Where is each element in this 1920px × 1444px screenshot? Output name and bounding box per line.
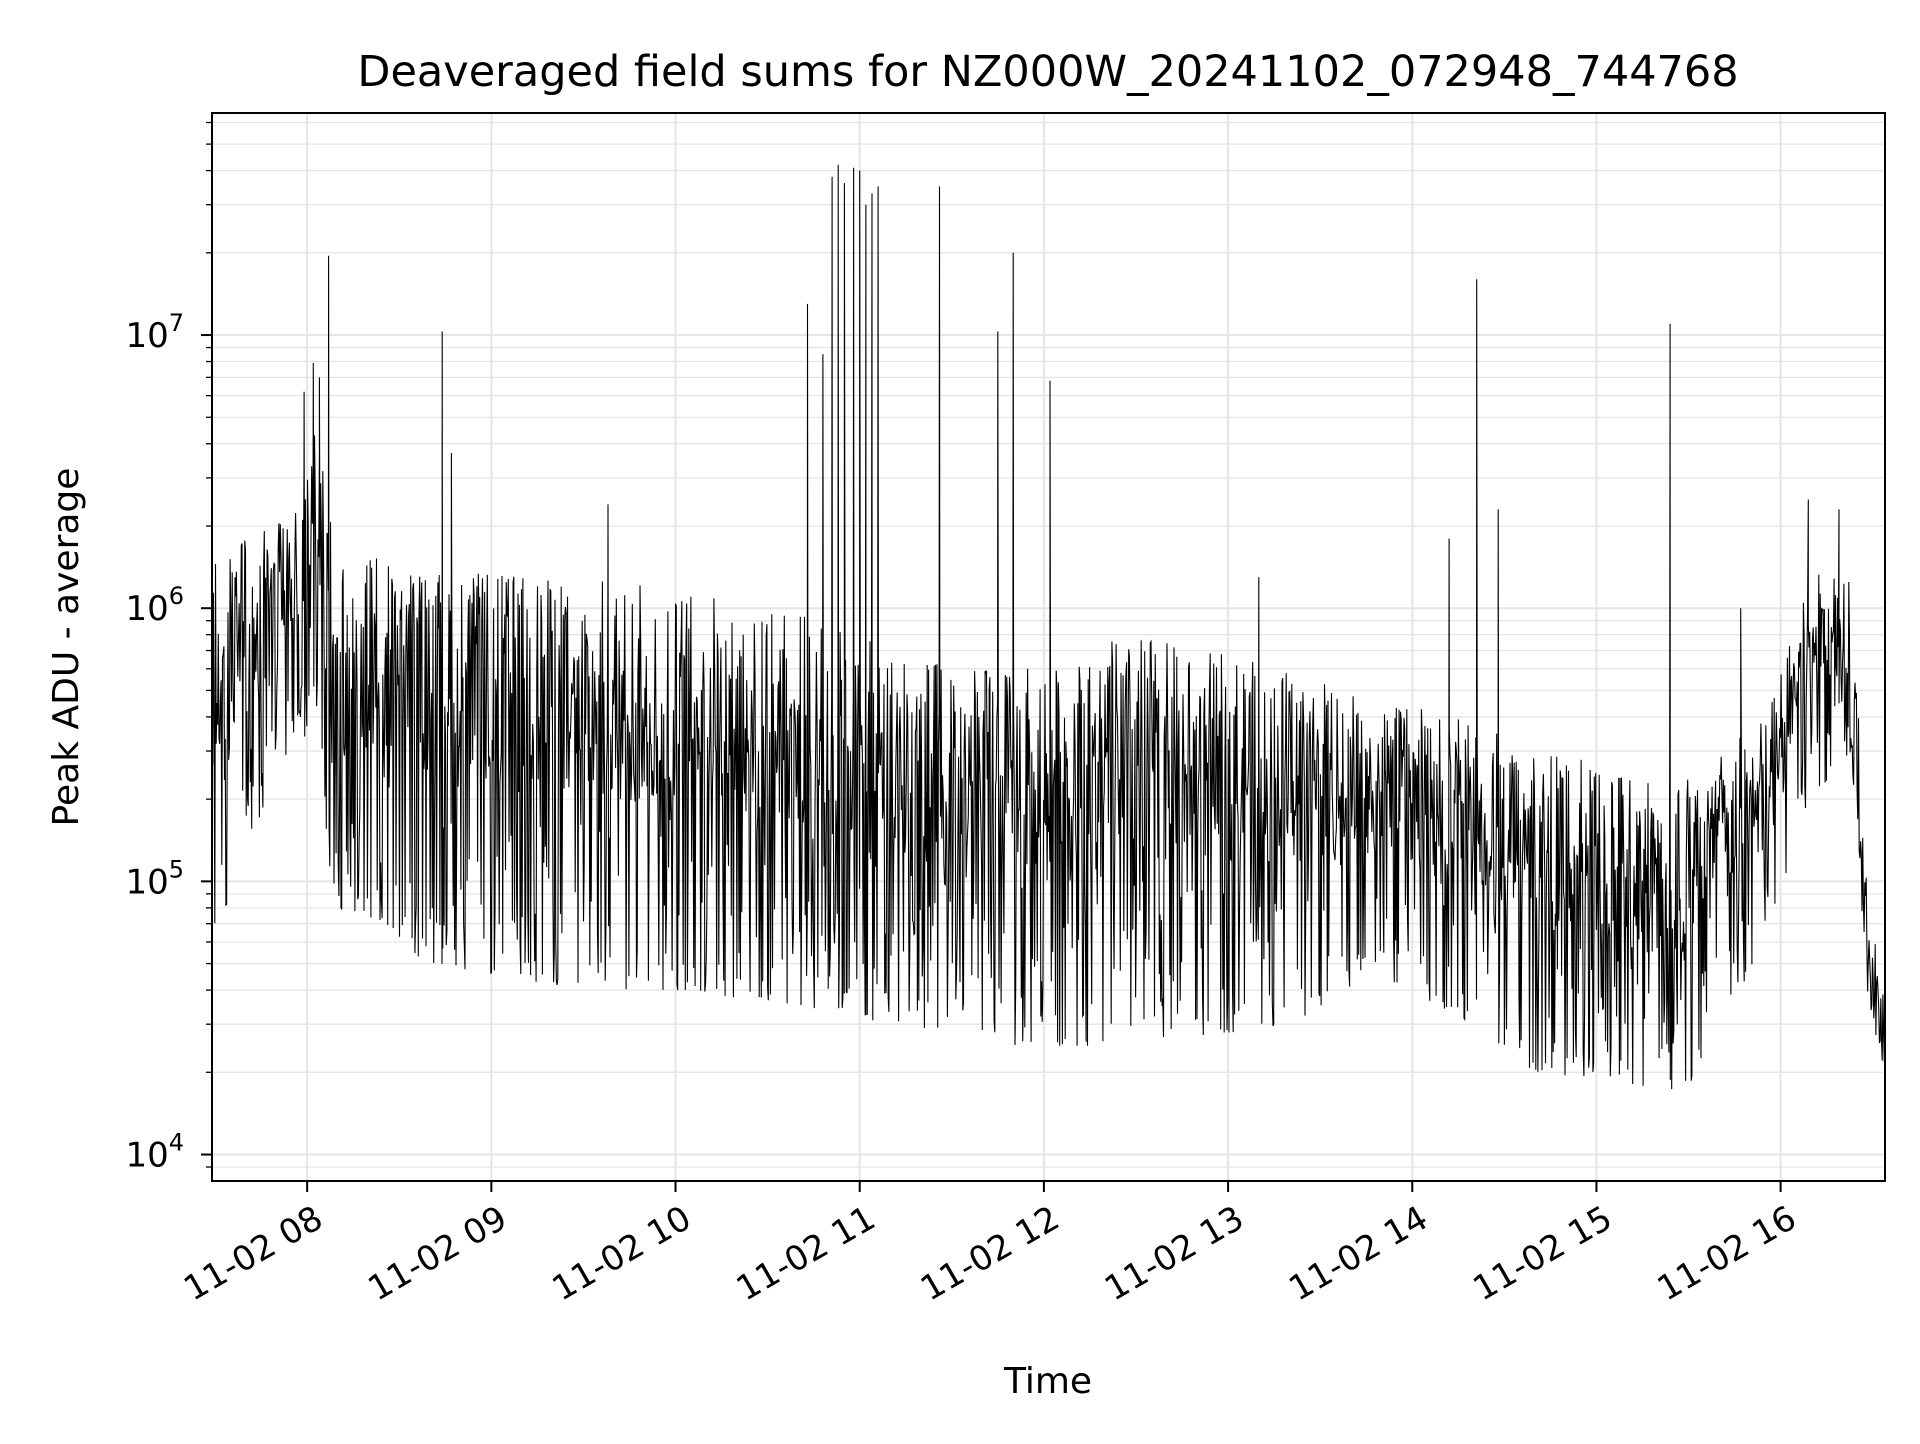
plot-frame: [211, 112, 1886, 1182]
series-line: [211, 164, 1886, 1090]
x-axis-label: Time: [1003, 1361, 1092, 1402]
chart-title: Deaveraged field sums for NZ000W_2024110…: [357, 47, 1738, 97]
series-line-group: [211, 164, 1886, 1090]
y-tick-label: 104: [125, 1129, 184, 1176]
y-tick-label: 107: [125, 309, 184, 356]
y-axis-ticks: 104 105 106 107: [125, 121, 212, 1176]
y-tick-label: 106: [125, 582, 184, 629]
plot-area: [212, 113, 1885, 1181]
y-axis-label: Peak ADU - average: [46, 468, 87, 827]
y-tick-label: 105: [125, 855, 184, 902]
